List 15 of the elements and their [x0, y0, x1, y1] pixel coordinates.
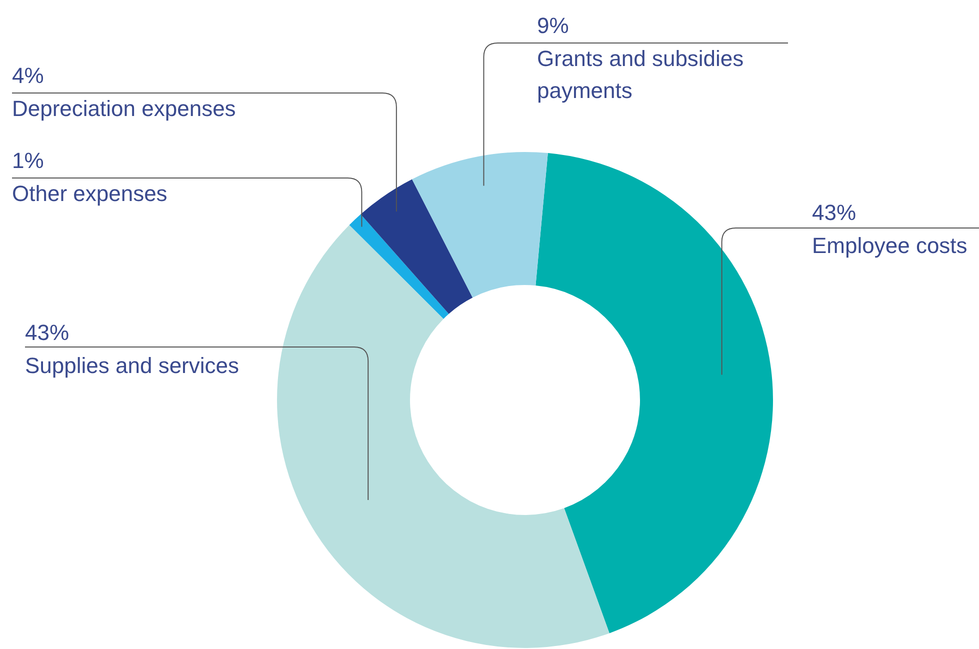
- data-label: 9%: [537, 13, 569, 38]
- slice-label: Supplies and services: [25, 353, 240, 378]
- slice-label: Depreciation expenses: [12, 96, 236, 121]
- slice-label: Employee costs: [812, 233, 968, 258]
- donut-slice: [360, 179, 473, 314]
- donut-slice: [349, 214, 449, 319]
- slice-label: Grants and subsidies payments: [537, 46, 744, 103]
- data-label: 1%: [12, 148, 44, 173]
- donut-slice: [536, 153, 773, 634]
- data-label: 43%: [812, 200, 856, 225]
- donut-slice: [277, 224, 610, 648]
- data-label: 4%: [12, 63, 44, 88]
- donut-slice: [412, 152, 548, 298]
- slice-label: Other expenses: [12, 181, 168, 206]
- data-label: 43%: [25, 320, 70, 345]
